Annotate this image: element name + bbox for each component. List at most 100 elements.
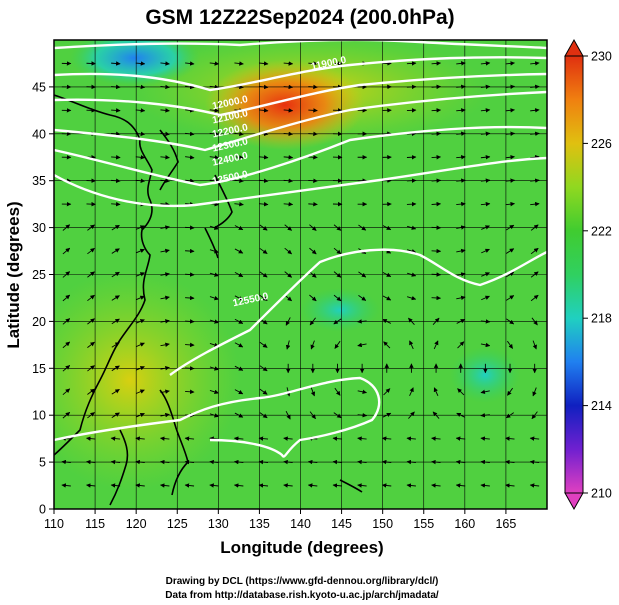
streamline-arrow xyxy=(185,178,195,183)
streamline-arrow xyxy=(135,178,146,183)
streamline-arrow xyxy=(160,319,170,324)
streamline-arrow xyxy=(505,459,515,465)
streamline-arrow xyxy=(87,412,95,419)
streamline-arrow xyxy=(408,411,415,419)
streamline-arrow xyxy=(62,318,71,325)
streamline-arrow xyxy=(234,225,244,231)
streamline-arrow xyxy=(406,483,416,488)
streamline-arrow xyxy=(185,342,195,348)
streamline-arrow xyxy=(480,459,490,465)
streamline-arrow xyxy=(111,271,120,278)
streamline-arrow xyxy=(406,178,417,183)
streamline-arrow xyxy=(457,341,465,349)
streamline-arrow xyxy=(309,271,317,278)
streamline-arrow xyxy=(481,272,490,277)
streamline-arrow xyxy=(258,436,269,441)
streamline-arrow xyxy=(456,272,466,277)
streamline-arrow xyxy=(185,295,195,301)
streamline-arrow xyxy=(284,247,293,255)
streamline-arrow xyxy=(433,340,439,350)
colorbar-ticks: 210 214 218 222 226 230 xyxy=(583,50,612,501)
y-tick-label: 20 xyxy=(32,315,46,329)
streamline-arrow xyxy=(431,84,442,90)
streamline-arrow xyxy=(406,84,417,90)
streamline-arrow xyxy=(409,340,414,350)
streamline-arrow xyxy=(111,155,121,160)
streamline-arrow xyxy=(185,389,195,395)
streamline-arrow xyxy=(507,387,514,396)
streamline-arrow xyxy=(111,248,120,254)
streamline-arrow xyxy=(209,483,219,488)
streamline-arrow xyxy=(480,389,490,395)
streamline-arrow xyxy=(160,366,170,371)
streamline-arrow xyxy=(309,411,316,420)
streamline-arrow xyxy=(431,436,441,441)
streamline-arrow xyxy=(135,459,145,465)
streamline-arrow xyxy=(431,483,441,488)
y-tick-label: 25 xyxy=(32,268,46,282)
streamline-arrow xyxy=(505,224,515,231)
streamline-arrow xyxy=(333,412,342,419)
cyan-region-east-2 xyxy=(450,347,520,403)
streamline-arrow xyxy=(505,483,515,488)
streamline-arrow xyxy=(135,225,145,230)
chart-title: GSM 12Z22Sep2024 (200.0hPa) xyxy=(145,6,454,29)
streamlines xyxy=(61,61,540,488)
streamline-arrow xyxy=(456,178,466,183)
streamline-arrow xyxy=(259,341,268,348)
credit-drawing: Drawing by DCL (https://www.gfd-dennou.o… xyxy=(166,576,439,587)
streamline-arrow xyxy=(333,224,342,231)
streamline-arrow xyxy=(111,178,121,183)
streamline-arrow xyxy=(431,459,441,465)
streamline-arrow xyxy=(530,131,540,136)
streamline-arrow xyxy=(283,61,294,66)
streamline-arrow xyxy=(382,225,392,231)
streamline-arrow xyxy=(87,341,95,348)
streamline-arrow xyxy=(259,248,268,255)
streamline-arrow xyxy=(258,483,269,488)
streamline-arrow xyxy=(209,319,219,324)
streamline-arrow xyxy=(530,108,540,113)
streamline-arrow xyxy=(333,318,342,325)
streamline-arrow xyxy=(209,389,219,395)
streamline-arrow xyxy=(135,108,146,113)
streamline-arrow xyxy=(456,225,466,230)
streamline-arrow xyxy=(455,459,466,465)
streamline-arrow xyxy=(505,295,515,301)
streamline-arrow xyxy=(406,249,417,254)
streamline-arrow xyxy=(308,201,318,207)
streamline-arrow xyxy=(285,411,291,420)
streamline-arrow xyxy=(111,84,121,90)
streamline-arrow xyxy=(111,365,120,372)
streamline-arrow xyxy=(480,436,490,441)
y-tick-label: 30 xyxy=(32,221,46,235)
streamline-arrow xyxy=(234,365,244,371)
streamline-arrow xyxy=(409,387,414,397)
streamline-arrow xyxy=(135,366,145,371)
streamline-arrow xyxy=(111,224,120,231)
colorbar-tick-label: 210 xyxy=(591,487,612,501)
x-tick-label: 155 xyxy=(413,517,434,531)
colorbar-gradient xyxy=(564,55,584,494)
streamline-arrow xyxy=(480,154,491,160)
streamline-arrow xyxy=(357,342,367,348)
streamline-arrow xyxy=(530,201,540,207)
streamline-arrow xyxy=(87,294,95,302)
y-tick-label: 5 xyxy=(39,456,46,470)
colorbar-tick-label: 226 xyxy=(591,137,612,151)
streamline-arrow xyxy=(259,224,268,231)
streamline-arrow xyxy=(184,459,195,465)
streamline-arrow xyxy=(234,295,244,301)
x-tick-label: 150 xyxy=(372,517,393,531)
streamline-arrow xyxy=(62,341,71,349)
streamline-arrow xyxy=(259,365,268,372)
streamline-arrow xyxy=(480,319,491,324)
streamline-arrow xyxy=(309,247,317,255)
streamline-arrow xyxy=(308,108,318,113)
streamline-arrow xyxy=(185,61,195,66)
streamline-arrow xyxy=(456,295,466,301)
streamline-arrow xyxy=(529,436,540,441)
streamline-arrow xyxy=(184,483,195,488)
streamline-arrow xyxy=(209,459,219,465)
